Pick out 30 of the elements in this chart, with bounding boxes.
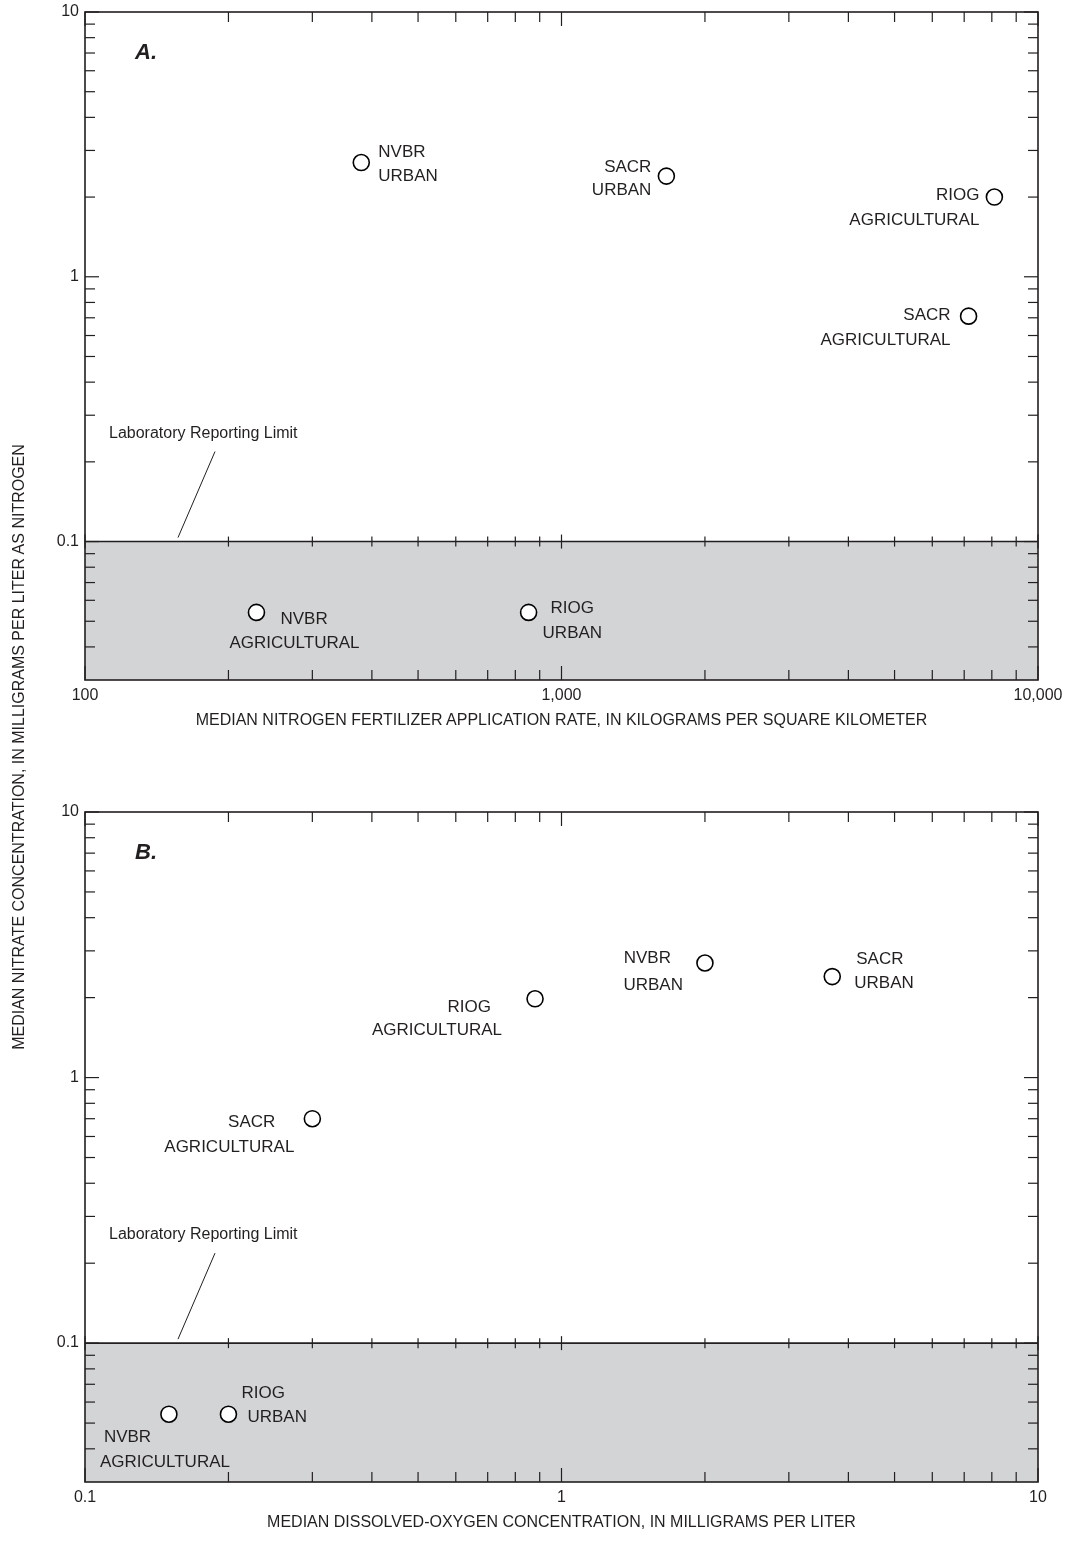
y-tick-label: 1	[70, 1067, 80, 1085]
annotation: RIOG AGRICULTURAL	[372, 997, 503, 1040]
annotation: NVBR AGRICULTURAL	[229, 608, 360, 652]
annotation: SACR AGRICULTURAL	[164, 1112, 295, 1157]
text: A.	[134, 38, 157, 64]
x-tick-label: 10	[1029, 1488, 1047, 1505]
annotation: RIOG URBAN	[542, 597, 603, 642]
y-tick-label: 1	[70, 267, 80, 285]
annotation: NVBR URBAN	[623, 948, 683, 995]
y-tick-label: 10	[61, 802, 80, 820]
annotation: SACR AGRICULTURAL	[820, 304, 951, 349]
annotation: NVBR AGRICULTURAL	[99, 1426, 230, 1471]
annotation: SACR URBAN	[591, 156, 652, 199]
y-tick-label: 10	[61, 2, 80, 20]
y-tick-label: 0.1	[56, 531, 80, 549]
y-tick-label: 0.1	[56, 1333, 80, 1351]
x-tick-label: 1	[557, 1488, 567, 1505]
annotation: RIOG URBAN	[241, 1382, 307, 1426]
y-axis-title: MEDIAN NITRATE CONCENTRATION, IN MILLIGRAMS PER LITER AS NITROGEN	[10, 444, 28, 1050]
annotation: SACR URBAN	[854, 949, 914, 993]
text: B.	[135, 838, 157, 864]
x-tick-label: 1,000	[541, 686, 582, 703]
x-tick-label: 100	[71, 686, 99, 703]
x-axis-title: MEDIAN NITROGEN FERTILIZER APPLICATION RATE, IN KILOGRAMS PER SQUARE KILOMETER	[195, 711, 928, 728]
annotation: RIOG AGRICULTURAL	[849, 184, 980, 229]
x-axis-title: MEDIAN DISSOLVED-OXYGEN CONCENTRATION, IN MILLIGRAMS PER LITER	[267, 1513, 856, 1530]
x-tick-label: 10,000	[1013, 686, 1063, 703]
annotation: NVBR URBAN	[378, 142, 438, 186]
band-label: Laboratory Reporting Limit	[109, 1225, 299, 1243]
band-label: Laboratory Reporting Limit	[109, 423, 299, 441]
